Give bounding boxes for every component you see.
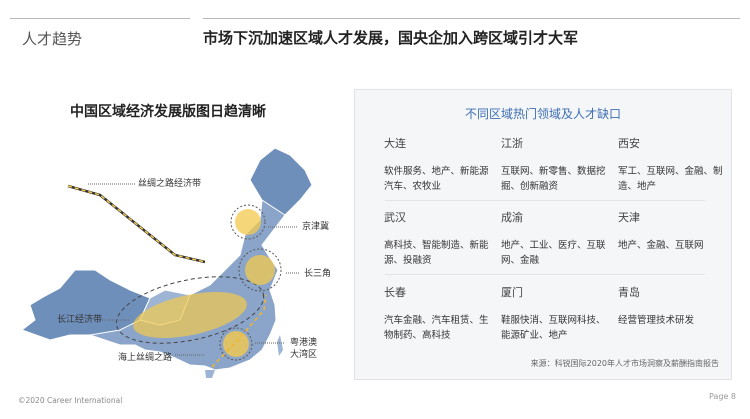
- label-yangtze-belt: 长江经济带: [57, 315, 103, 325]
- row-divider: [385, 274, 705, 275]
- region-fields: 鞋服快消、互联网科技、能源矿业、地产: [501, 315, 606, 341]
- region-cell: 青岛经营管理技术研发: [618, 284, 728, 328]
- card-title: 不同区域热门领域及人才缺口: [464, 107, 621, 121]
- region-city: 厦门: [501, 286, 523, 299]
- page-number: Page 8: [709, 392, 736, 401]
- region-cell: 大连软件服务、地产、新能源汽车、农牧业: [384, 135, 494, 194]
- header-rule-right: [203, 18, 740, 19]
- region-city: 江浙: [501, 137, 523, 150]
- region-cell: 厦门鞋服快消、互联网科技、能源矿业、地产: [501, 284, 611, 343]
- label-gba-line2: 大湾区: [290, 350, 318, 360]
- maritime-route: [211, 294, 267, 368]
- region-fields: 地产、金融、互联网: [618, 240, 704, 251]
- region-cell: 长春汽车金融、汽车租赁、生物制药、高科技: [384, 284, 494, 343]
- label-yangtze-delta: 长三角: [304, 269, 332, 279]
- region-cell: 西安军工、互联网、金融、制造、地产: [618, 135, 728, 194]
- region-talent-card: 不同区域热门领域及人才缺口 大连 软件服务、地产、新能源汽车、农牧业 江浙 互联网、新…: [354, 89, 732, 380]
- region-cell: 武汉高科技、智能制造、新能源、投融资: [384, 209, 494, 268]
- jingjinji-highlight: [235, 209, 261, 235]
- label-gba: 粤港澳 大湾区: [290, 337, 317, 361]
- region-city: 大连: [384, 137, 406, 150]
- label-silk-road-belt: 丝绸之路经济带: [138, 179, 202, 189]
- region-city: 西安: [618, 137, 640, 150]
- row-divider: [385, 200, 705, 201]
- label-jingjinji: 京津冀: [302, 222, 330, 232]
- gba-highlight: [223, 331, 249, 357]
- region-city: 武汉: [384, 211, 406, 224]
- page-title: 市场下沉加速区域人才发展，国央企加入跨区域引才大军: [203, 29, 579, 47]
- yangtze-delta-highlight: [245, 255, 275, 285]
- region-city: 成渝: [501, 211, 523, 224]
- label-maritime-silk-road: 海上丝绸之路: [118, 353, 173, 363]
- map-title: 中国区域经济发展版图日趋清晰: [70, 104, 266, 120]
- copyright: ©2020 Career International: [18, 396, 123, 405]
- yangtze-belt-highlight: [133, 292, 247, 338]
- region-city: 天津: [618, 211, 640, 224]
- region-fields: 高科技、智能制造、新能源、投融资: [384, 240, 489, 266]
- region-fields: 地产、工业、医疗、互联网、金融: [501, 240, 606, 266]
- header-rule-left: [10, 18, 190, 19]
- region-fields: 软件服务、地产、新能源汽车、农牧业: [384, 166, 489, 192]
- region-cell: 成渝地产、工业、医疗、互联网、金融: [501, 209, 611, 268]
- source-note: 来源：科锐国际2020年人才市场洞察及薪酬指南报告: [530, 359, 719, 368]
- region-city: 长春: [384, 286, 406, 299]
- region-fields: 汽车金融、汽车租赁、生物制药、高科技: [384, 315, 489, 341]
- region-fields: 经营管理技术研发: [618, 315, 695, 326]
- region-city: 青岛: [618, 286, 640, 299]
- region-fields: 互联网、新零售、数据挖掘、创新融资: [501, 166, 606, 192]
- region-cell: 江浙互联网、新零售、数据挖掘、创新融资: [501, 135, 611, 194]
- region-cell: 天津地产、金融、互联网: [618, 209, 728, 253]
- china-map: [20, 147, 313, 378]
- label-gba-line1: 粤港澳: [290, 338, 318, 348]
- section-title: 人才趋势: [22, 30, 83, 48]
- region-fields: 军工、互联网、金融、制造、地产: [618, 166, 723, 192]
